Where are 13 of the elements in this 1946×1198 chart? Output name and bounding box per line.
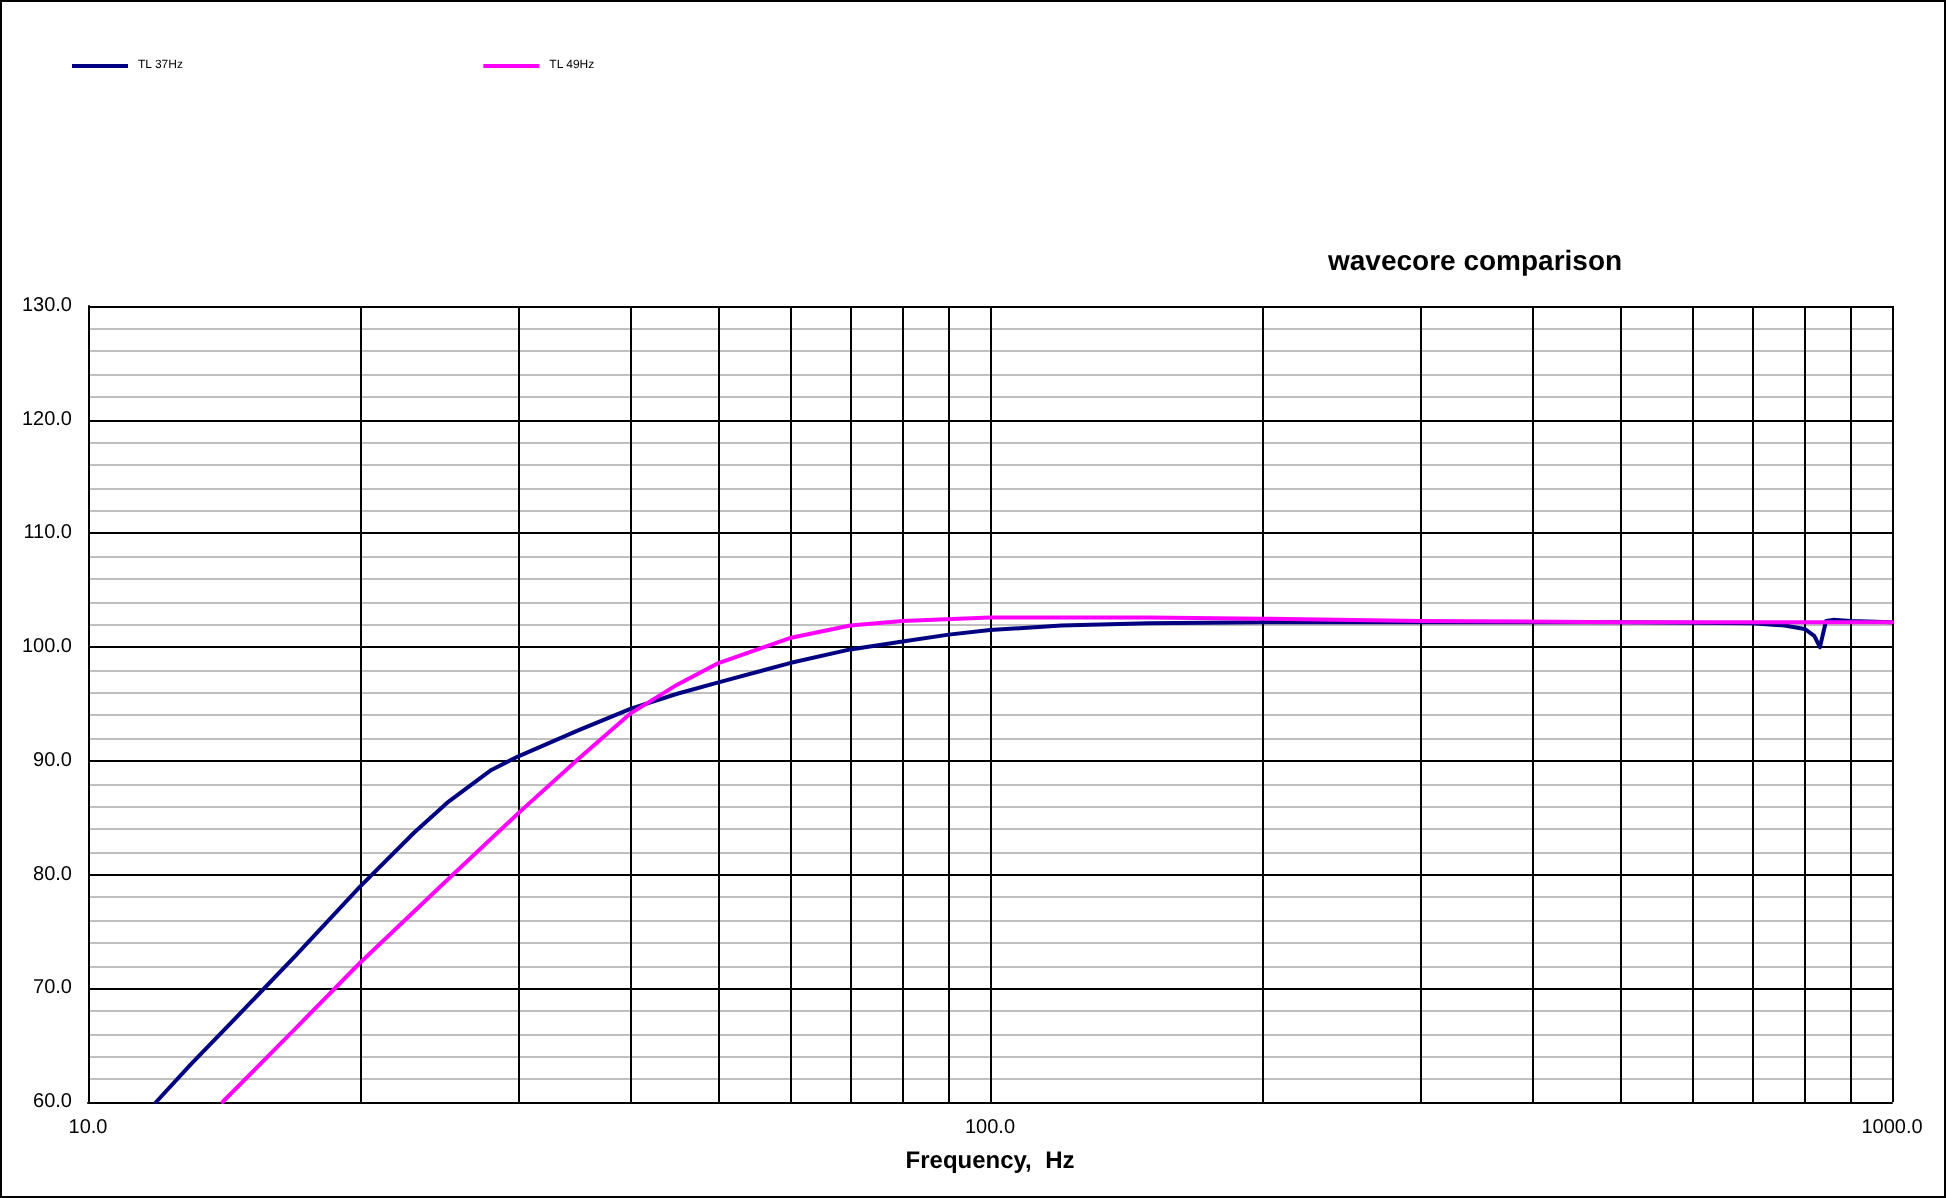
y-tick-label: 110.0 <box>23 522 73 545</box>
x-axis-title: Frequency, Hz <box>905 1145 1075 1174</box>
y-tick-label: 130.0 <box>21 295 73 317</box>
x-tick-label: 100.0 <box>964 1117 1016 1139</box>
chart-title: wavecore comparison <box>1326 244 1623 276</box>
y-tick-label: 90.0 <box>33 749 73 772</box>
y-tick-label: 120.0 <box>21 408 73 431</box>
x-tick-label: 10.0 <box>68 1117 109 1139</box>
y-tick-label: 80.0 <box>33 863 73 886</box>
y-tick-label: 100.0 <box>21 636 73 659</box>
y-tick-label: 70.0 <box>33 977 73 1000</box>
y-tick-label: 60.0 <box>33 1091 73 1113</box>
x-tick-label: 1000.0 <box>1861 1117 1924 1139</box>
